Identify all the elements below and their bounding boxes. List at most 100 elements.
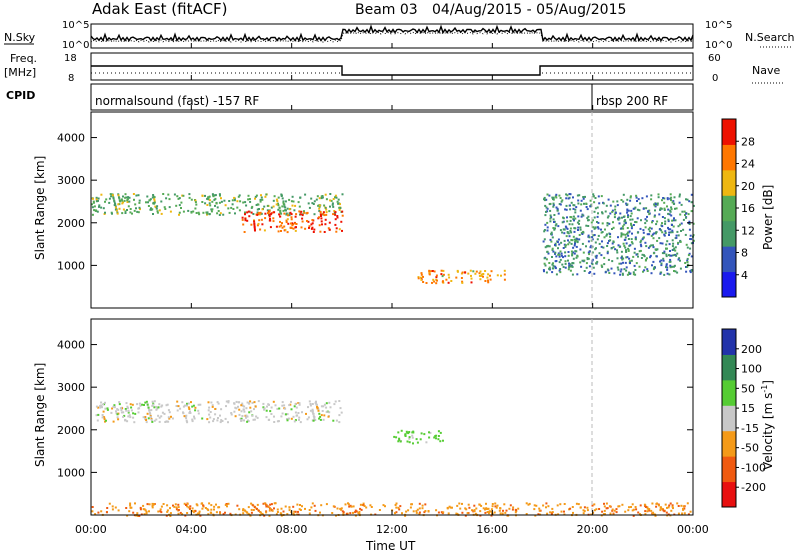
heatmap-cell	[663, 217, 666, 220]
heatmap-cell	[675, 207, 678, 210]
heatmap-cell	[121, 199, 124, 202]
heatmap-cell	[188, 411, 191, 414]
heatmap-cell	[153, 196, 156, 199]
heatmap-cell	[567, 268, 570, 271]
heatmap-cell	[288, 404, 291, 407]
heatmap-cell	[153, 201, 156, 204]
heatmap-cell	[321, 196, 324, 199]
heatmap-cell	[206, 212, 209, 215]
heatmap-cell	[672, 248, 675, 251]
heatmap-cell	[570, 231, 573, 234]
noise-tick-high-left: 10^5	[62, 20, 89, 31]
heatmap-cell	[314, 509, 317, 512]
heatmap-cell	[193, 417, 196, 420]
heatmap-cell	[338, 208, 341, 211]
heatmap-cell	[687, 513, 690, 516]
heatmap-cell	[621, 225, 624, 228]
heatmap-cell	[273, 415, 275, 418]
heatmap-cell	[312, 231, 315, 233]
heatmap-cell	[686, 502, 689, 505]
heatmap-cell	[606, 242, 609, 245]
heatmap-cell	[91, 506, 94, 508]
heatmap-cell	[311, 226, 314, 229]
heatmap-cell	[612, 241, 615, 244]
heatmap-cell	[192, 404, 195, 407]
heatmap-cell	[545, 271, 548, 274]
heatmap-cell	[167, 193, 170, 196]
heatmap-cell	[605, 502, 608, 505]
colorbar-segment	[722, 354, 736, 381]
heatmap-cell	[201, 502, 204, 505]
heatmap-cell	[221, 420, 224, 422]
heatmap-cell	[311, 202, 314, 205]
heatmap-cell	[559, 258, 562, 261]
heatmap-cell	[418, 511, 421, 514]
heatmap-cell	[658, 228, 661, 231]
heatmap-cell	[398, 438, 401, 441]
heatmap-cell	[217, 210, 220, 212]
x-tick-label: 00:00	[75, 523, 107, 536]
heatmap-cell	[655, 249, 658, 251]
heatmap-cell	[670, 208, 673, 211]
heatmap-cell	[482, 273, 485, 275]
heatmap-cell	[208, 413, 211, 416]
heatmap-cell	[331, 512, 334, 514]
heatmap-cell	[433, 270, 436, 273]
heatmap-cell	[684, 262, 687, 264]
heatmap-cell	[338, 206, 341, 209]
heatmap-cell	[571, 273, 574, 276]
heatmap-cell	[298, 210, 301, 213]
heatmap-cell	[293, 405, 296, 408]
heatmap-cell	[263, 502, 266, 505]
heatmap-cell	[543, 198, 545, 201]
heatmap-cell	[288, 198, 291, 201]
heatmap-cell	[323, 403, 326, 406]
heatmap-cell	[309, 403, 312, 405]
heatmap-cell	[294, 229, 297, 232]
heatmap-cell	[303, 211, 306, 214]
heatmap-cell	[395, 506, 398, 509]
heatmap-cell	[287, 214, 290, 217]
heatmap-cell	[568, 235, 571, 238]
heatmap-cell	[147, 406, 150, 409]
heatmap-cell	[194, 510, 197, 513]
heatmap-cell	[209, 416, 212, 419]
heatmap-cell	[482, 507, 485, 510]
heatmap-cell	[571, 223, 574, 226]
heatmap-cell	[577, 199, 580, 202]
heatmap-cell	[419, 438, 422, 441]
heatmap-cell	[227, 421, 229, 424]
heatmap-cell	[250, 410, 253, 413]
heatmap-cell	[673, 265, 675, 268]
heatmap-cell	[552, 202, 555, 205]
heatmap-cell	[487, 281, 490, 284]
heatmap-cell	[219, 421, 222, 424]
heatmap-cell	[671, 229, 674, 232]
heatmap-cell	[490, 510, 493, 513]
heatmap-cell	[239, 200, 242, 203]
heatmap-cell	[623, 244, 626, 247]
heatmap-cell	[91, 510, 94, 513]
heatmap-cell	[587, 235, 590, 238]
heatmap-cell	[163, 206, 166, 209]
heatmap-cell	[156, 205, 159, 208]
heatmap-cell	[106, 408, 109, 411]
heatmap-cell	[176, 400, 179, 403]
heatmap-cell	[470, 274, 472, 277]
heatmap-cell	[686, 261, 689, 263]
heatmap-cell	[469, 269, 472, 272]
heatmap-cell	[671, 265, 674, 268]
heatmap-cell	[552, 250, 555, 253]
heatmap-cell	[236, 200, 239, 203]
heatmap-cell	[568, 241, 571, 244]
heatmap-cell	[177, 405, 180, 408]
heatmap-cell	[603, 505, 606, 508]
heatmap-cell	[653, 232, 656, 235]
heatmap-cell	[260, 194, 262, 197]
heatmap-cell	[117, 408, 120, 411]
heatmap-cell	[321, 223, 323, 226]
heatmap-cell	[593, 503, 596, 506]
colorbar-tick-label: 24	[741, 158, 755, 171]
heatmap-cell	[211, 193, 214, 196]
